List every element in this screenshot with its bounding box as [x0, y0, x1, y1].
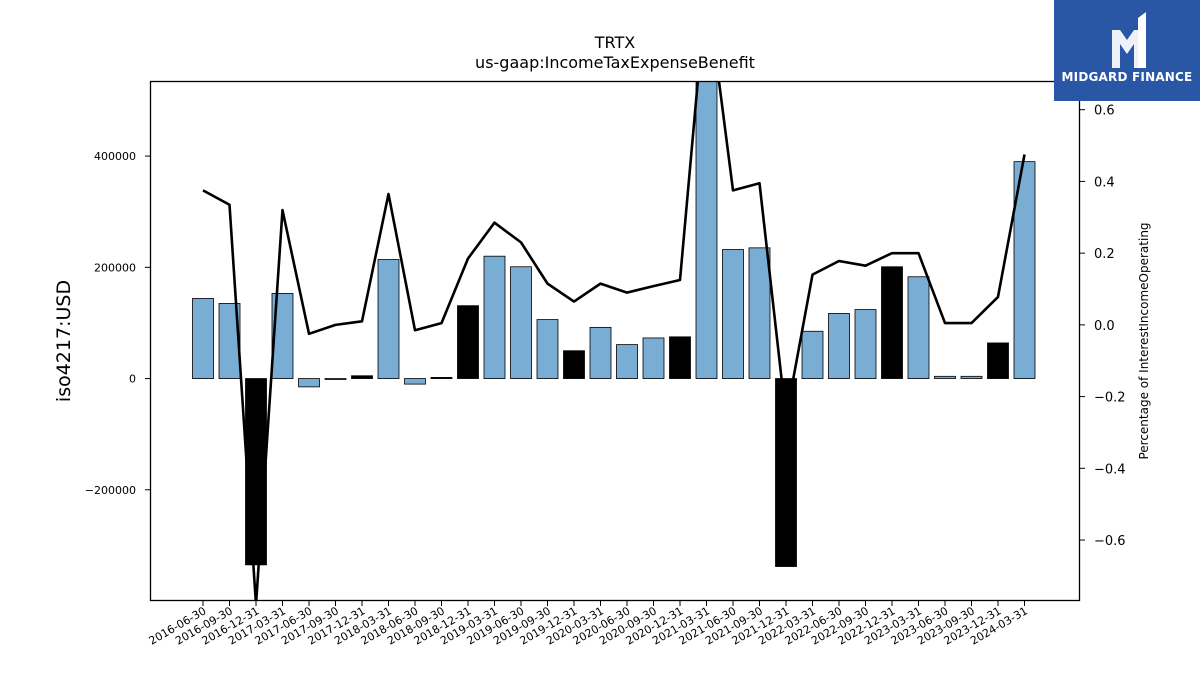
bar	[404, 378, 426, 385]
bar	[801, 330, 824, 379]
bar	[987, 342, 1009, 379]
bar	[563, 350, 585, 379]
bar	[589, 326, 612, 379]
logo-mark-icon	[1112, 12, 1146, 68]
chart-subtitle: us-gaap:IncomeTaxExpenseBenefit	[475, 53, 755, 72]
y2-tick-label: 0.0	[1094, 319, 1115, 334]
line-group	[202, 81, 1026, 601]
y-tick-label: 0	[129, 373, 136, 386]
y-axis-right: −0.6 −0.4 −0.2 0.0 0.2 0.4 0.6	[1080, 104, 1126, 549]
x-axis: 2016-06-302016-09-302016-12-312017-03-31…	[147, 601, 1030, 648]
y-tick-label: −200000	[85, 484, 136, 497]
chart-title: TRTX	[594, 33, 636, 52]
bar	[722, 249, 744, 379]
y2-tick-label: −0.4	[1094, 462, 1126, 477]
y-axis-label: iso4217:USD	[53, 280, 75, 402]
bar	[536, 319, 559, 379]
bar	[695, 81, 718, 379]
bar	[351, 375, 373, 379]
bar	[1013, 161, 1036, 379]
series-line	[202, 81, 1026, 601]
y-tick-label: 400000	[94, 150, 136, 163]
bar	[907, 276, 930, 379]
bar	[324, 378, 347, 380]
y2-tick-label: 0.2	[1094, 247, 1115, 262]
y-axis-left: −200000 0 200000 400000	[85, 150, 150, 497]
bar	[271, 293, 294, 379]
y2-tick-label: −0.2	[1094, 391, 1126, 406]
bar	[960, 375, 983, 379]
bar	[218, 303, 241, 379]
bar	[245, 378, 267, 566]
bars-group	[192, 81, 1036, 567]
bar	[881, 266, 903, 379]
bar	[775, 378, 797, 567]
bar	[828, 313, 850, 379]
bar	[669, 336, 691, 379]
bar	[934, 375, 956, 379]
bar	[510, 266, 532, 379]
y-tick-label: 200000	[94, 261, 136, 274]
y2-tick-label: 0.6	[1094, 104, 1115, 119]
y2-tick-label: 0.4	[1094, 175, 1115, 190]
bar	[642, 337, 665, 379]
plot-frame	[149, 80, 1081, 602]
y2-tick-label: −0.6	[1094, 534, 1126, 549]
bar	[192, 298, 214, 379]
brand-logo: MIDGARD FINANCE	[1054, 0, 1200, 101]
bar	[457, 305, 479, 379]
y2-axis-label: Percentage of InterestIncomeOperating	[1137, 222, 1151, 459]
bar	[483, 255, 506, 379]
bar	[616, 344, 638, 379]
bar	[748, 247, 771, 379]
bar	[430, 377, 453, 379]
bar	[377, 259, 400, 379]
bar	[854, 309, 877, 379]
logo-text: MIDGARD FINANCE	[1061, 70, 1193, 84]
bar	[298, 378, 320, 388]
